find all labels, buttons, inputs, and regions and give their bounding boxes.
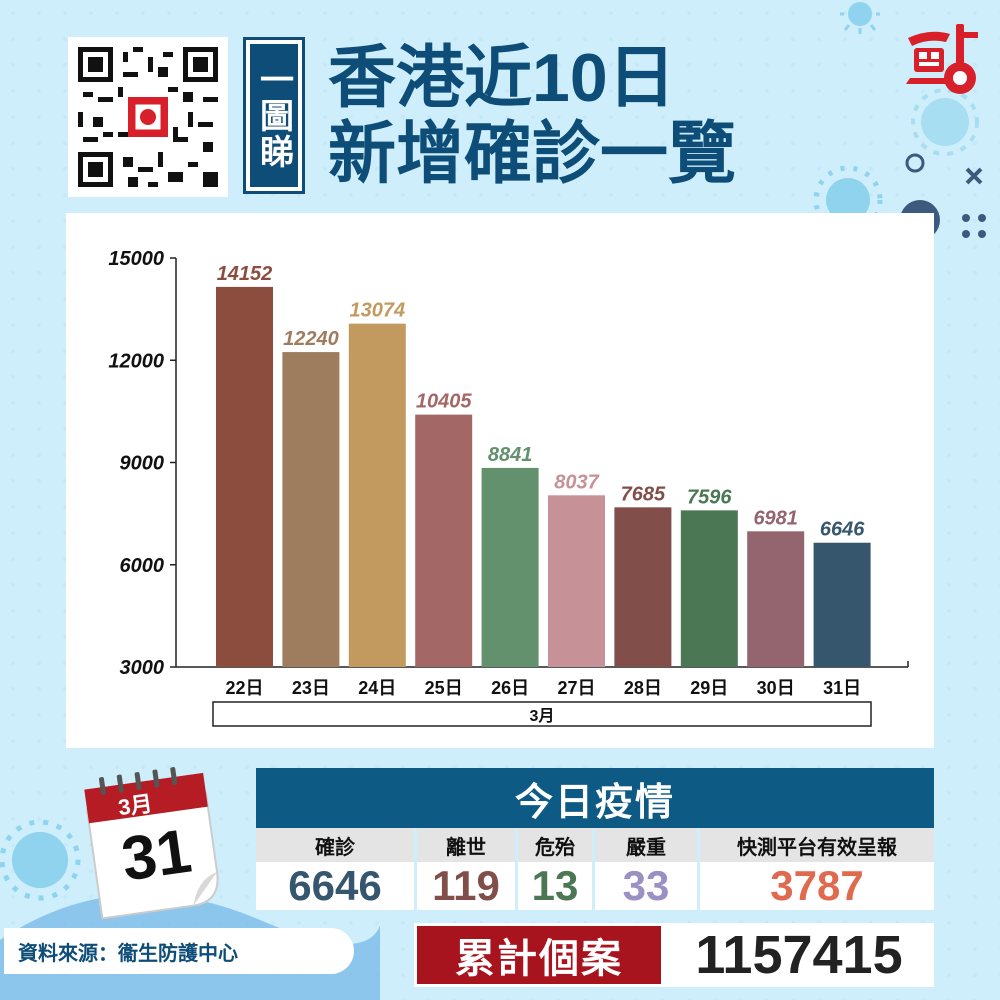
x-tick-label: 31日 [823, 678, 861, 698]
bar-value-label: 6646 [820, 519, 865, 541]
cumulative-cases-value: 1157415 [664, 923, 934, 987]
today-stat-column: 離世 119 [414, 828, 515, 910]
today-stat-label: 快測平台有效呈報 [700, 828, 934, 862]
x-tick-label: 24日 [358, 678, 396, 698]
x-tick-label: 25日 [425, 678, 463, 698]
today-stat-label: 嚴重 [595, 828, 697, 862]
bar-value-label: 14152 [217, 263, 273, 285]
bar [216, 286, 273, 667]
virus-icon [0, 819, 81, 901]
bar [747, 531, 805, 667]
bar-value-label: 7596 [687, 486, 732, 508]
y-tick-label: 15000 [108, 248, 164, 270]
virus-icon [813, 165, 883, 235]
today-stats-table: 今日疫情 確診 6646 離世 119 危殆 13 嚴重 33 快測平台有效呈報 3787 [256, 768, 934, 910]
virus-icon [911, 88, 979, 156]
today-stat-column: 確診 6646 [256, 828, 414, 910]
bar-value-label: 6981 [753, 507, 798, 529]
chart-panel: 3000 6000 9000 12000 15000 14152 22日 12240 23日 13… [66, 213, 934, 748]
data-source-label: 資料來源：衞生防護中心 [4, 928, 354, 974]
x-tick-label: 29日 [690, 678, 728, 698]
logo-icon [906, 24, 978, 94]
today-stat-value: 13 [518, 862, 592, 910]
vertical-title-label: 一圖睇 [243, 37, 305, 194]
ring-icon [905, 153, 925, 173]
dots-icon [962, 214, 986, 238]
bar-value-label: 8841 [488, 444, 532, 466]
today-stat-value: 6646 [256, 862, 414, 910]
y-tick-label: 12000 [108, 350, 164, 372]
today-stat-value: 119 [417, 862, 515, 910]
calendar-icon [84, 767, 219, 920]
bar [813, 542, 871, 667]
cumulative-cases-label: 累計個案 [414, 923, 664, 987]
calendar-month: 3月 [116, 790, 155, 821]
x-tick-label: 22日 [225, 678, 263, 698]
bar-value-label: 12240 [283, 328, 339, 350]
today-stats-header: 今日疫情 [256, 768, 934, 828]
calendar-widget: 3月 31 [80, 760, 235, 920]
y-tick-label: 3000 [120, 657, 165, 679]
bar-value-label: 8037 [554, 471, 599, 493]
today-stat-label: 離世 [417, 828, 515, 862]
bar [415, 414, 473, 667]
qr-code-icon [78, 47, 218, 187]
x-tick-label: 28日 [624, 678, 662, 698]
page-title-line1: 香港近10日 [328, 40, 676, 116]
bar [614, 507, 672, 667]
y-tick-label: 6000 [120, 555, 165, 577]
x-tick-label: 27日 [557, 678, 595, 698]
today-stat-value: 3787 [700, 862, 934, 910]
bar [282, 352, 340, 667]
month-group-label: 3月 [530, 707, 555, 725]
qr-code [68, 37, 228, 197]
bar [348, 323, 406, 667]
bar-value-label: 7685 [621, 483, 666, 505]
bar-chart: 3000 6000 9000 12000 15000 14152 22日 12240 23日 13… [108, 248, 909, 727]
today-stat-column: 危殆 13 [515, 828, 592, 910]
page-title-line2: 新增確診一覽 [328, 116, 737, 192]
today-stats-columns: 確診 6646 離世 119 危殆 13 嚴重 33 快測平台有效呈報 3787 [256, 828, 934, 910]
today-stat-column: 嚴重 33 [592, 828, 697, 910]
today-stat-label: 危殆 [518, 828, 592, 862]
calendar-day: 31 [117, 816, 196, 895]
today-stat-label: 確診 [256, 828, 414, 862]
bar [680, 510, 738, 667]
x-tick-label: 23日 [292, 678, 330, 698]
close-icon [965, 167, 983, 185]
today-stat-value: 33 [595, 862, 697, 910]
x-tick-label: 26日 [491, 678, 529, 698]
virus-icon [840, 2, 880, 34]
y-tick-label: 9000 [120, 453, 165, 475]
month-group-box [212, 701, 872, 727]
bar-value-label: 13074 [349, 300, 405, 322]
x-tick-label: 30日 [757, 678, 795, 698]
bar-value-label: 10405 [416, 391, 472, 413]
today-stat-column: 快測平台有效呈報 3787 [697, 828, 934, 910]
bar [481, 467, 539, 667]
bar [548, 495, 605, 667]
page-title: 香港近10日 新增確診一覽 [328, 40, 736, 192]
vertical-title-text: 一圖睇 [250, 44, 298, 187]
